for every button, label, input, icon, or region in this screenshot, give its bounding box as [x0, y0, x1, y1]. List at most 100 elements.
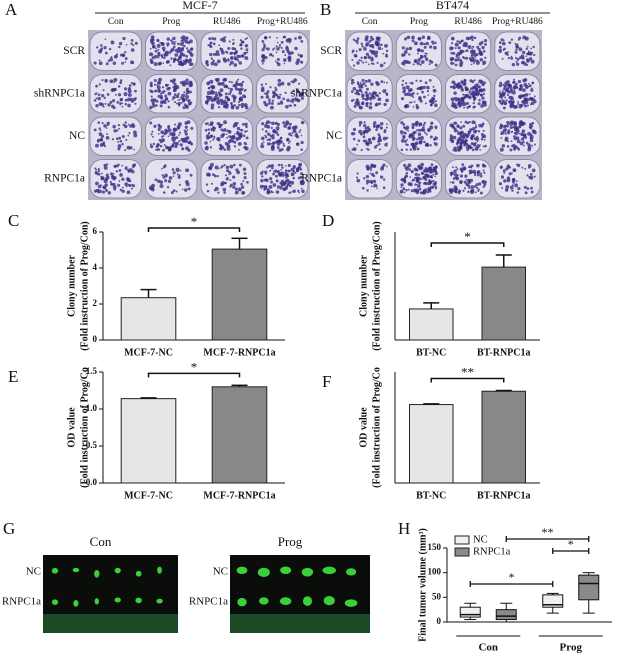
colony: [189, 173, 193, 177]
colony: [237, 60, 240, 62]
colony: [234, 190, 239, 195]
colony: [178, 98, 181, 101]
colony: [157, 89, 161, 93]
colony: [278, 45, 281, 48]
significance-bracket: [147, 372, 241, 378]
colony: [356, 143, 359, 146]
colony: [229, 183, 233, 187]
colony: [280, 100, 283, 103]
row-label: shRNPC1a: [34, 87, 85, 99]
colony: [357, 139, 361, 142]
colony: [476, 186, 479, 190]
colony: [100, 134, 105, 138]
colony: [420, 123, 423, 125]
colony: [370, 185, 373, 188]
colony: [111, 99, 116, 103]
colony: [296, 58, 301, 63]
colony: [170, 39, 172, 42]
colony: [112, 177, 116, 181]
colony: [501, 187, 504, 189]
colony: [532, 45, 535, 49]
row-label: SCR: [63, 45, 85, 57]
colony: [465, 146, 468, 149]
colony: [283, 35, 287, 39]
colony: [205, 183, 209, 186]
colony: [365, 174, 370, 179]
colony: [280, 183, 284, 186]
colony: [282, 144, 286, 147]
colony: [424, 131, 427, 134]
colony: [190, 142, 194, 146]
colony: [470, 63, 473, 66]
colony: [121, 134, 125, 139]
colony: [518, 36, 522, 40]
colony: [401, 46, 405, 50]
colony: [362, 186, 365, 190]
colony: [166, 59, 170, 64]
colony: [465, 178, 468, 181]
colony: [277, 62, 281, 67]
colony: [426, 85, 430, 90]
colony: [182, 106, 186, 110]
colony: [352, 64, 356, 67]
colony: [106, 124, 109, 127]
colony: [455, 106, 458, 109]
colony: [428, 179, 431, 182]
colony: [479, 174, 483, 178]
colony: [514, 56, 518, 59]
colony: [178, 183, 181, 186]
colony: [411, 126, 414, 129]
colony: [245, 143, 248, 145]
colony: [300, 120, 305, 125]
colony: [244, 56, 249, 60]
colony: [525, 141, 529, 145]
colony: [416, 92, 419, 95]
colony: [411, 122, 416, 127]
colony: [415, 138, 418, 141]
colony: [499, 90, 501, 92]
colony: [222, 38, 226, 43]
colony: [432, 97, 435, 100]
colony: [106, 121, 110, 126]
colony: [235, 137, 238, 140]
colony: [360, 56, 363, 59]
colony: [459, 131, 463, 135]
tumor-signal: [259, 597, 269, 605]
well: [395, 74, 442, 114]
colony: [430, 163, 434, 166]
group-label: Prog: [278, 534, 303, 549]
colony: [532, 82, 534, 85]
colony: [510, 140, 513, 143]
colony: [515, 127, 520, 131]
colony: [280, 148, 284, 151]
colony: [98, 59, 101, 62]
colony: [156, 38, 160, 42]
colony: [222, 57, 227, 61]
colony: [293, 78, 298, 83]
colony: [480, 124, 484, 128]
colony: [356, 61, 360, 65]
colony: [401, 83, 404, 86]
colony: [121, 61, 124, 65]
colony: [159, 97, 162, 100]
colony: [466, 147, 470, 152]
colony: [419, 79, 422, 83]
colony: [514, 183, 519, 188]
y-axis-label: Clony number: [358, 254, 369, 317]
colony: [411, 35, 415, 40]
colony: [524, 36, 529, 41]
colony: [516, 163, 521, 168]
colony: [239, 82, 244, 87]
colony: [288, 140, 291, 143]
colony: [530, 101, 535, 105]
column-label: Con: [362, 17, 378, 27]
colony: [434, 171, 439, 176]
colony: [217, 106, 221, 109]
colony: [416, 147, 420, 151]
colony: [94, 191, 96, 193]
colony: [522, 140, 525, 144]
colony: [530, 144, 533, 147]
colony: [167, 91, 172, 96]
colony: [423, 121, 427, 125]
colony: [158, 125, 162, 129]
